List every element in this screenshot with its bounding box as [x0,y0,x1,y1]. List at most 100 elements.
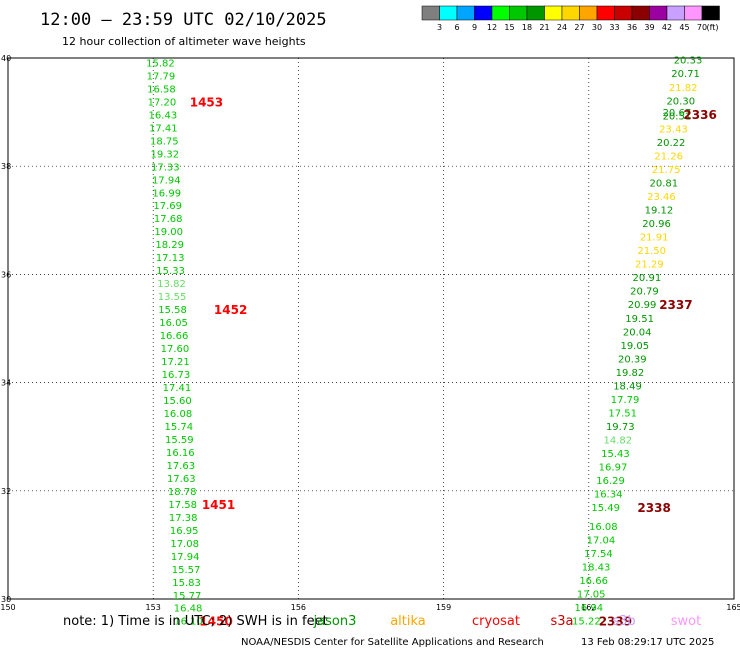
legend-label: 36 [627,23,637,32]
legend-label: 15 [504,23,514,32]
wave-height-label: 17.08 [170,539,199,550]
legend-label: 27 [574,23,584,32]
time-label: 2338 [637,501,670,515]
wave-height-label: 17.20 [148,97,177,108]
wave-height-label: 18.49 [613,381,642,392]
wave-height-label: 13.82 [157,279,186,290]
wave-height-label: 15.82 [146,58,175,69]
wave-height-label: 15.77 [173,591,202,602]
legend-label: 45 [679,23,689,32]
time-label: 2336 [683,108,716,122]
legend-label: 12 [487,23,497,32]
legend-swatch [439,5,458,21]
y-tick-label: 32 [1,487,11,496]
wave-height-label: 17.63 [166,461,195,472]
wave-height-label: 20.30 [666,96,695,107]
time-label: 1450 [199,615,232,629]
wave-height-label: 19.12 [645,206,674,217]
wave-height-label: 17.94 [171,552,200,563]
wave-height-label: 17.58 [168,500,197,511]
note-text: note: 1) Time is in UTC; 2) SWH is in fe… [63,614,328,629]
wave-height-label: 15.83 [172,578,201,589]
wave-height-label: 15.60 [163,396,192,407]
footer-credit: NOAA/NESDIS Center for Satellite Applica… [241,637,544,648]
wave-height-label: 16.99 [152,188,181,199]
legend-swatch [561,5,580,21]
wave-height-label: 20.04 [623,327,652,338]
x-tick-label: 162 [581,603,596,612]
mission-label: altika [390,614,426,629]
wave-height-label: 17.41 [163,383,192,394]
legend-swatch [579,5,598,21]
wave-height-label: 17.68 [154,214,183,225]
y-tick-label: 34 [1,379,11,388]
mission-label: jason3 [313,614,357,629]
legend-swatch [631,5,650,21]
x-tick-label: 165 [726,603,740,612]
wave-height-label: 15.57 [172,565,201,576]
mission-label: cryosat [472,614,520,629]
wave-height-label: 16.95 [170,526,199,537]
wave-height-label: 21.82 [669,83,698,94]
legend-swatch [474,5,493,21]
wave-height-label: 16.34 [594,490,623,501]
wave-height-label: 18.78 [168,487,197,498]
y-tick-label: 36 [1,270,11,279]
y-tick-label: 30 [1,595,11,604]
wave-height-label: 23.46 [647,192,676,203]
axis-ticks: 150 153 156 159 162 165 30 32 34 36 38 40 [0,54,740,612]
legend-swatch [614,5,633,21]
chart-title: 12:00 – 23:59 UTC 02/10/2025 [40,10,327,30]
wave-height-label: 16.66 [160,331,189,342]
mission-legend: jason3 altika cryosat s3a s3b swot [313,614,702,629]
wave-height-label: 17.63 [167,474,196,485]
legend-label: 6 [454,23,459,32]
wave-height-label: 20.39 [618,354,647,365]
wave-height-label: 16.73 [162,370,191,381]
wave-height-label: 19.51 [625,314,654,325]
legend-label: 30 [592,23,602,32]
x-tick-label: 159 [436,603,451,612]
wave-height-label: 21.91 [640,233,669,244]
legend-swatch [421,5,440,21]
legend-swatch [701,5,720,21]
wave-height-label: 19.32 [150,149,179,160]
wave-height-label: 16.48 [174,604,203,615]
wave-height-label: 15.33 [156,266,185,277]
wave-height-label: 20.81 [649,179,678,190]
legend-unit: (ft) [706,23,718,32]
wave-height-label: 18.43 [582,563,611,574]
wave-height-label: 19.73 [606,422,635,433]
wave-height-label: 16.10 [174,617,203,628]
wave-height-label: 16.66 [579,576,608,587]
legend-swatch [596,5,615,21]
data-marks: 15.82 17.79 16.58 17.20 16.43 17.41 18.75 19.32… [146,56,717,629]
y-tick-label: 40 [1,54,11,63]
wave-height-label: 21.26 [654,151,683,162]
legend-swatch [509,5,528,21]
legend-swatch [684,5,703,21]
wave-height-label: 15.74 [165,422,194,433]
legend-swatch [649,5,668,21]
wave-height-label: 19.82 [616,368,645,379]
legend-label: 21 [539,23,549,32]
wave-height-label: 15.59 [165,435,194,446]
x-tick-label: 150 [0,603,15,612]
wave-height-label: 15.43 [601,449,630,460]
time-label: 1452 [214,303,247,317]
wave-height-label: 17.13 [156,253,185,264]
wave-height-label: 21.29 [635,260,664,271]
wave-height-label: 14.82 [604,435,633,446]
legend-swatch [544,5,563,21]
wave-height-label: 15.58 [158,305,187,316]
wave-height-label: 16.16 [166,448,195,459]
wave-height-label: 15.22 [572,617,601,628]
wave-height-label: 16.08 [589,522,618,533]
wave-height-label: 19.05 [620,341,649,352]
legend-swatch [666,5,685,21]
wave-height-label: 16.05 [159,318,188,329]
wave-height-label: 15.49 [591,503,620,514]
wave-height-label: 17.51 [608,408,637,419]
